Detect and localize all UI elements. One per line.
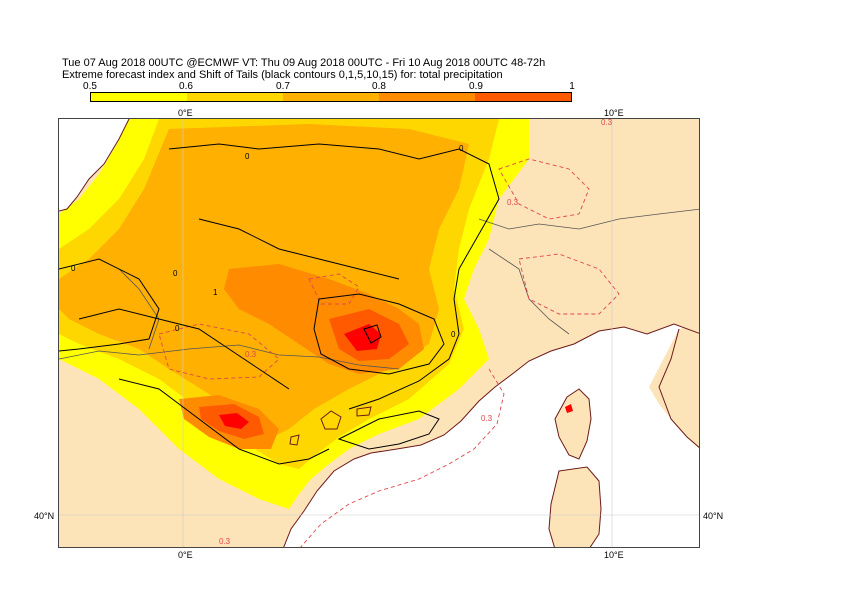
- contour-label: 0.3: [481, 414, 493, 423]
- coastline: [283, 323, 699, 547]
- colorbar-swatch: [379, 93, 475, 101]
- efi-shade-red: [344, 324, 381, 351]
- contour-label: 0: [459, 144, 464, 153]
- contour-label: 0: [173, 269, 178, 278]
- border-line: [478, 208, 699, 230]
- contour-label: 0.3: [601, 119, 613, 127]
- lat-label-left: 40°N: [34, 511, 55, 521]
- lon-label-top: 10°E: [604, 108, 624, 118]
- efi-negative-contour: [518, 253, 620, 315]
- land-corsica: [555, 389, 591, 459]
- contour-label: 0.3: [507, 198, 519, 207]
- efi-negative-contour: [498, 158, 590, 220]
- coastline: [59, 119, 130, 212]
- sot-contour: [59, 258, 160, 352]
- contour-label: 0: [245, 152, 250, 161]
- efi-shade-red: [219, 413, 249, 429]
- colorbar-tick: 0.8: [372, 81, 386, 92]
- colorbar-tick: 0.9: [469, 81, 483, 92]
- sea-biscay: [59, 119, 129, 211]
- contour-label: 1: [213, 288, 218, 297]
- coastline: [554, 388, 592, 460]
- colorbar-swatch: [283, 93, 379, 101]
- sot-contour: [168, 143, 500, 410]
- efi-shading: [59, 119, 573, 509]
- contour-label: 0.3: [245, 350, 257, 359]
- sot-contour: [198, 218, 400, 280]
- map-panel: 0.3 0.3 0.3 0.3 0.3 0 0 0 0 1 0 0: [58, 118, 700, 548]
- map-canvas: 0.3 0.3 0.3 0.3 0.3 0 0 0 0 1 0 0: [59, 119, 699, 547]
- colorbar-tick: 0.5: [83, 81, 97, 92]
- sot-contour: [118, 378, 330, 465]
- coastlines: [59, 119, 699, 547]
- coastline: [548, 466, 602, 547]
- border-line: [118, 268, 160, 350]
- lon-label-bottom: 10°E: [604, 550, 624, 560]
- land-italy: [649, 324, 699, 448]
- country-borders: [59, 208, 699, 370]
- contour-label: 0: [71, 264, 76, 273]
- sot-contour: [78, 308, 290, 390]
- coastline: [320, 410, 342, 430]
- efi-negative-contour: [158, 323, 280, 380]
- border-line: [488, 248, 570, 335]
- colorbar-swatch: [187, 93, 283, 101]
- border-line: [59, 344, 400, 370]
- contour-label: 0: [451, 330, 456, 339]
- contour-label: 0.3: [219, 537, 231, 546]
- graticule: [59, 119, 699, 547]
- lon-label-top: 0°E: [178, 108, 193, 118]
- colorbar-swatch: [475, 93, 571, 101]
- contour-label: 0: [175, 324, 180, 333]
- land-sardinia: [549, 467, 601, 547]
- map-title: Tue 07 Aug 2018 00UTC @ECMWF VT: Thu 09 …: [62, 57, 546, 69]
- efi-negative-contour: [300, 368, 505, 547]
- coastline: [356, 406, 372, 417]
- lat-label-right: 40°N: [703, 511, 724, 521]
- colorbar-tick: 1: [569, 81, 575, 92]
- sot-contour: [363, 324, 382, 344]
- coastline: [289, 434, 300, 446]
- efi-shade-red: [565, 404, 573, 413]
- sot-contour: [337, 410, 440, 450]
- sot-contours: [59, 143, 500, 465]
- coastline: [658, 328, 699, 448]
- colorbar-tick: 0.7: [276, 81, 290, 92]
- map-subtitle: Extreme forecast index and Shift of Tail…: [62, 69, 503, 81]
- colorbar-swatch: [91, 93, 187, 101]
- lon-label-bottom: 0°E: [178, 550, 193, 560]
- colorbar: [90, 92, 572, 102]
- sot-contour: [313, 293, 445, 375]
- colorbar-tick: 0.6: [179, 81, 193, 92]
